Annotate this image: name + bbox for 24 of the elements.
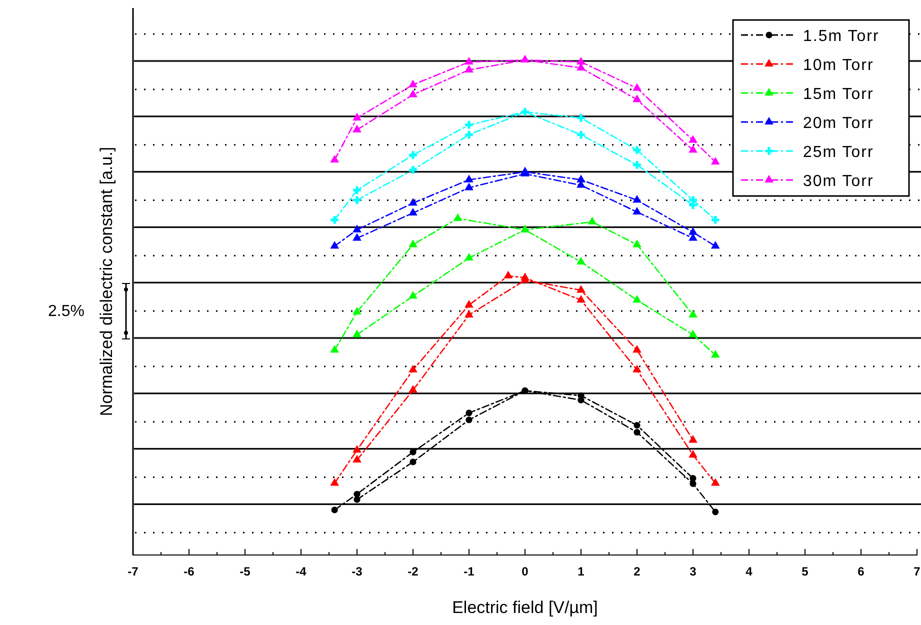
x-tick-label: -5 xyxy=(240,564,251,579)
x-tick-label: -6 xyxy=(184,564,195,579)
legend-label: 1.5m Torr xyxy=(803,28,880,45)
x-tick-label: -1 xyxy=(464,564,475,579)
x-tick-label: 3 xyxy=(690,564,697,579)
legend-label: 30m Torr xyxy=(803,173,874,190)
x-tick-label: -3 xyxy=(352,564,363,579)
legend-label: 10m Torr xyxy=(803,57,874,74)
x-tick-label: -7 xyxy=(128,564,139,579)
x-tick-label: -2 xyxy=(408,564,419,579)
x-axis-title: Electric field [V/µm] xyxy=(452,598,598,617)
x-tick-label: 0 xyxy=(522,564,529,579)
legend-label: 20m Torr xyxy=(803,115,874,132)
legend-label: 25m Torr xyxy=(803,144,874,161)
x-tick-label: 5 xyxy=(802,564,809,579)
x-tick-label: -4 xyxy=(296,564,307,579)
x-tick-label: 2 xyxy=(634,564,641,579)
x-tick-label: 7 xyxy=(914,564,921,579)
x-tick-label: 4 xyxy=(746,564,753,579)
y-axis-title: Normalized dielectric constant [a.u.] xyxy=(97,146,116,416)
x-tick-label: 6 xyxy=(858,564,865,579)
legend-label: 15m Torr xyxy=(803,86,874,103)
x-tick-label: 1 xyxy=(578,564,585,579)
text: 2.5% xyxy=(48,303,84,320)
